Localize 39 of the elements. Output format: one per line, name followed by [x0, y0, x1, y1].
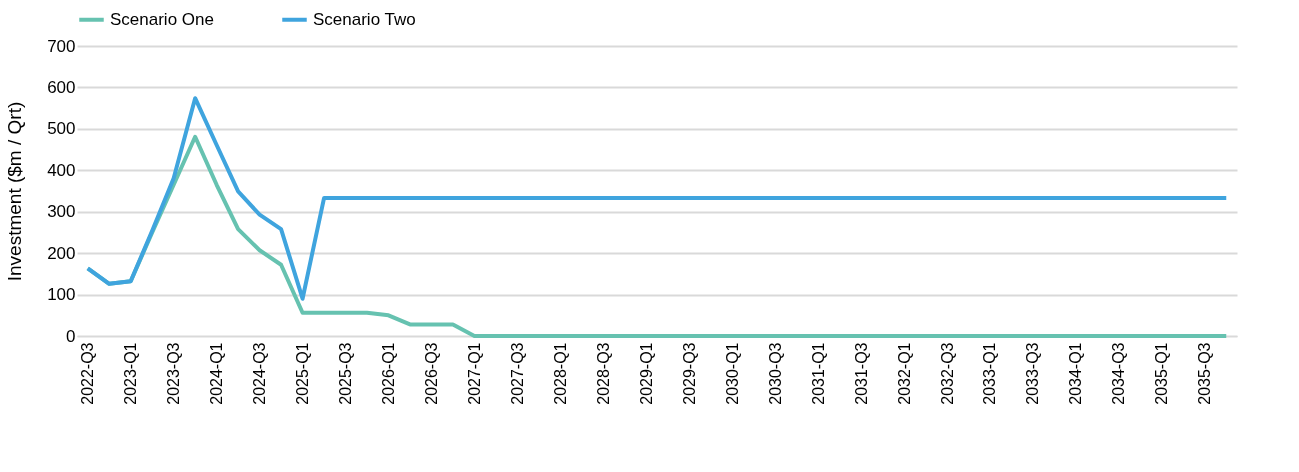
x-tick-label: 2030-Q1: [723, 342, 741, 405]
x-tick-label: 2035-Q3: [1196, 342, 1214, 405]
x-tick-label: 2029-Q1: [637, 342, 655, 405]
x-tick-label: 2033-Q3: [1024, 342, 1042, 405]
y-tick-label: 700: [47, 36, 76, 56]
x-tick-label: 2025-Q1: [294, 342, 312, 405]
x-tick-label: 2031-Q1: [809, 342, 827, 405]
x-tick-label: 2031-Q3: [852, 342, 870, 405]
y-tick-label: 300: [47, 202, 76, 222]
x-tick-label: 2033-Q1: [981, 342, 999, 405]
legend-label: Scenario Two: [313, 9, 416, 29]
x-tick-label: 2022-Q3: [79, 342, 97, 405]
x-tick-label: 2027-Q1: [465, 342, 483, 405]
x-tick-label: 2026-Q3: [422, 342, 440, 405]
legend-label: Scenario One: [110, 9, 214, 29]
x-tick-label: 2028-Q1: [551, 342, 569, 405]
y-tick-label: 100: [47, 285, 76, 305]
y-tick-label: 400: [47, 160, 76, 180]
x-tick-label: 2034-Q3: [1110, 342, 1128, 405]
y-tick-label: 600: [47, 77, 76, 97]
x-tick-label: 2024-Q1: [208, 342, 226, 405]
x-tick-label: 2023-Q1: [122, 342, 140, 405]
y-tick-label: 500: [47, 119, 76, 139]
x-tick-label: 2030-Q3: [766, 342, 784, 405]
y-tick-label: 0: [66, 326, 76, 346]
x-tick-label: 2028-Q3: [594, 342, 612, 405]
x-tick-label: 2026-Q1: [379, 342, 397, 405]
x-tick-label: 2032-Q3: [938, 342, 956, 405]
x-tick-label: 2027-Q3: [508, 342, 526, 405]
x-tick-label: 2025-Q3: [337, 342, 355, 405]
line-series: [85, 96, 1229, 301]
x-tick-label: 2032-Q1: [895, 342, 913, 405]
x-tick-label: 2023-Q3: [165, 342, 183, 405]
x-tick-label: 2029-Q3: [680, 342, 698, 405]
y-tick-label: 200: [47, 243, 76, 263]
x-tick-label: 2024-Q3: [251, 342, 269, 405]
y-axis-title: Investment ($m / Qrt): [4, 101, 26, 282]
x-tick-label: 2034-Q1: [1067, 342, 1085, 405]
x-tick-label: 2035-Q1: [1153, 342, 1171, 405]
